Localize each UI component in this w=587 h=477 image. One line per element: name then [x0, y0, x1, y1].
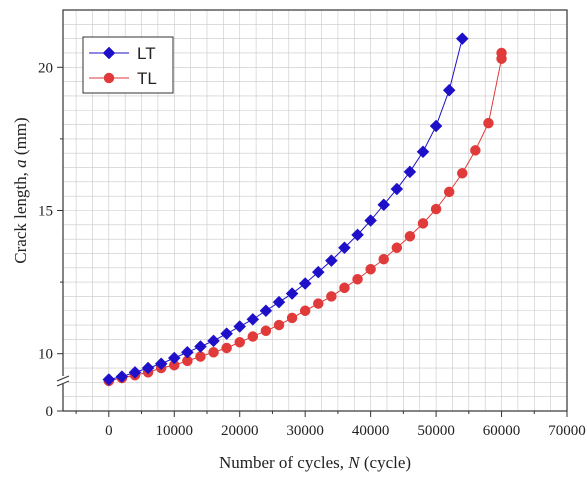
- data-point-lt: [364, 214, 377, 227]
- x-tick-label: 10000: [156, 423, 194, 439]
- data-point-tl: [457, 168, 468, 179]
- y-tick-label: 20: [38, 60, 53, 76]
- legend-marker-lt: [102, 46, 116, 60]
- data-point-tl: [378, 253, 389, 265]
- data-point-lt: [285, 287, 299, 300]
- data-point-tl: [247, 331, 259, 342]
- data-point-lt: [429, 119, 443, 133]
- series-tl: [103, 47, 507, 387]
- series-line-lt: [108, 38, 463, 380]
- legend-label-tl: TL: [137, 69, 157, 88]
- legend-item-lt: LT: [89, 44, 156, 63]
- x-axis-title: Number of cycles, N (cycle): [219, 453, 411, 472]
- data-point-lt: [181, 345, 194, 359]
- data-point-lt: [325, 254, 338, 267]
- x-tick-label: 70000: [548, 423, 586, 439]
- data-point-tl: [417, 218, 429, 229]
- data-point-lt: [455, 32, 469, 45]
- x-tick-label: 50000: [417, 423, 455, 439]
- data-point-tl: [352, 273, 363, 285]
- data-point-lt: [272, 295, 286, 309]
- data-point-lt: [338, 241, 351, 255]
- data-point-lt: [167, 351, 181, 365]
- data-point-tl: [221, 342, 232, 354]
- data-point-tl: [313, 298, 324, 309]
- data-point-tl: [273, 319, 285, 331]
- data-point-lt: [403, 165, 417, 179]
- data-point-tl: [391, 242, 403, 253]
- data-point-tl: [234, 337, 245, 348]
- data-point-lt: [377, 198, 391, 212]
- y-axis-break: [56, 375, 70, 387]
- legend-item-tl: TL: [89, 69, 157, 88]
- data-point-lt: [416, 145, 430, 159]
- data-point-tl: [286, 312, 298, 324]
- data-point-lt: [246, 312, 260, 326]
- data-point-lt: [102, 373, 116, 386]
- data-point-tl: [404, 231, 416, 242]
- data-point-lt: [233, 320, 247, 333]
- data-point-lt: [351, 228, 364, 242]
- y-tick-label: 15: [38, 204, 53, 220]
- data-point-lt: [220, 327, 233, 341]
- legend: LT TL: [82, 36, 174, 94]
- x-tick-label: 0: [105, 423, 113, 439]
- x-tick-label: 30000: [286, 423, 324, 439]
- data-point-tl: [195, 351, 206, 362]
- data-point-lt: [259, 304, 273, 318]
- y-axis-title: Crack length, a (mm): [11, 117, 30, 263]
- y-tick-label: 0: [46, 404, 54, 420]
- data-point-tl: [496, 47, 507, 59]
- y-tick-label: 10: [38, 347, 53, 363]
- axis-ticks: 0 10000 20000 30000 40000 50000 60000 70000 0 10 1…: [38, 60, 586, 439]
- data-point-lt: [311, 265, 325, 279]
- data-point-lt: [298, 277, 312, 290]
- x-tick-label: 20000: [221, 423, 259, 439]
- series-lt: [102, 32, 469, 386]
- data-point-lt: [128, 365, 142, 379]
- legend-box: [82, 36, 174, 94]
- axis-break-mark: [56, 380, 70, 387]
- data-point-tl: [339, 282, 350, 294]
- legend-marker-tl: [103, 72, 115, 84]
- data-point-lt: [207, 334, 220, 348]
- data-point-lt: [115, 370, 129, 383]
- data-point-tl: [365, 263, 376, 275]
- data-point-lt: [141, 361, 155, 375]
- x-tick-label: 60000: [483, 423, 521, 439]
- legend-label-lt: LT: [137, 44, 156, 63]
- data-point-lt: [194, 340, 207, 353]
- data-point-tl: [260, 325, 272, 337]
- data-point-lt: [442, 83, 456, 97]
- data-point-tl: [326, 291, 337, 302]
- axis-break-mark: [56, 375, 70, 382]
- x-tick-label: 40000: [352, 423, 390, 439]
- data-point-tl: [430, 203, 442, 215]
- data-point-tl: [208, 347, 219, 358]
- data-point-tl: [443, 186, 455, 198]
- data-point-lt: [154, 357, 168, 371]
- data-point-lt: [390, 182, 404, 196]
- data-point-tl: [483, 117, 494, 129]
- data-series: [102, 32, 507, 387]
- axis-break-gap: [58, 376, 68, 384]
- data-point-tl: [470, 145, 481, 156]
- data-point-tl: [299, 305, 311, 316]
